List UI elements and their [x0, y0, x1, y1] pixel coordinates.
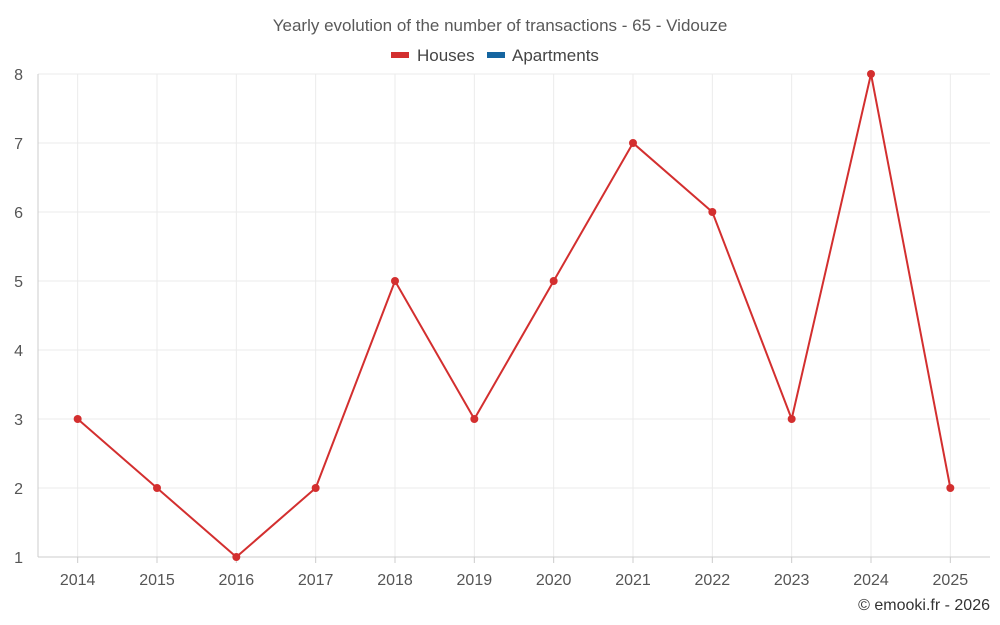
series-points	[73, 70, 955, 561]
data-point-houses-2021[interactable]	[629, 139, 637, 147]
x-tick-label: 2014	[60, 572, 96, 589]
y-tick-label: 5	[14, 274, 23, 291]
x-tick-label: 2016	[219, 572, 255, 589]
data-point-houses-2016[interactable]	[232, 553, 241, 561]
data-point-houses-2023[interactable]	[787, 415, 796, 423]
data-point-houses-2024[interactable]	[867, 70, 875, 78]
x-tick-label: 2020	[536, 572, 572, 589]
x-tick-label: 2018	[377, 572, 413, 589]
legend-swatch-houses	[391, 52, 409, 58]
y-tick-label: 1	[14, 550, 23, 567]
data-point-houses-2022[interactable]	[708, 208, 717, 216]
x-tick-label: 2024	[853, 572, 889, 589]
x-tick-label: 2017	[298, 572, 334, 589]
y-tick-label: 6	[14, 205, 23, 222]
x-tick-label: 2019	[457, 572, 493, 589]
data-point-houses-2019[interactable]	[470, 415, 479, 423]
data-point-houses-2015[interactable]	[153, 484, 161, 492]
x-tick-label: 2022	[695, 572, 731, 589]
data-point-houses-2018[interactable]	[391, 277, 399, 285]
legend-item-houses[interactable]: Houses	[391, 46, 475, 65]
y-tick-label: 2	[14, 481, 23, 498]
x-tick-label: 2025	[933, 572, 969, 589]
y-tick-label: 7	[14, 136, 23, 153]
y-tick-label: 3	[14, 412, 23, 429]
x-tick-label: 2015	[139, 572, 175, 589]
legend-swatch-apartments	[487, 52, 505, 58]
data-point-houses-2020[interactable]	[549, 277, 558, 285]
y-tick-label: 8	[14, 67, 23, 84]
x-tick-label: 2021	[615, 572, 651, 589]
y-tick-label: 4	[14, 343, 23, 360]
grid	[38, 73, 990, 557]
legend: Houses Apartments	[391, 46, 599, 65]
y-axis-tick-labels: 1 2 3 4 5 6 7 8	[14, 67, 23, 567]
legend-label-houses: Houses	[417, 46, 475, 65]
legend-item-apartments[interactable]: Apartments	[487, 46, 599, 65]
data-point-houses-2025[interactable]	[946, 484, 955, 492]
credit-text: © emooki.fr - 2026	[858, 597, 990, 614]
data-point-houses-2017[interactable]	[311, 484, 320, 492]
chart-title: Yearly evolution of the number of transa…	[273, 16, 728, 35]
data-point-houses-2014[interactable]	[73, 415, 82, 423]
axes	[37, 74, 990, 563]
legend-label-apartments: Apartments	[512, 46, 599, 65]
x-axis-tick-labels: 2014 2015 2016 2017 2018 2019 2020 2021 2022 2023…	[60, 572, 968, 589]
series-lines	[77, 73, 952, 558]
x-tick-label: 2023	[774, 572, 810, 589]
series-line-houses	[77, 73, 952, 558]
